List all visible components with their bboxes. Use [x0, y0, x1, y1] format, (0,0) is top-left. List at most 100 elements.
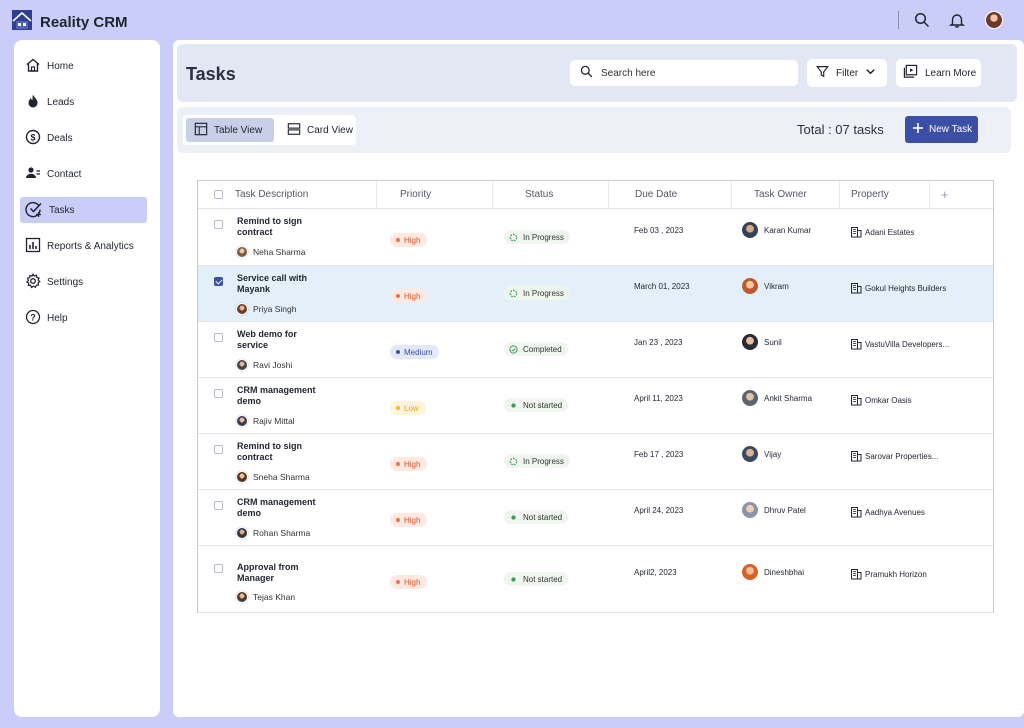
task-owner[interactable]: Dineshbhai [742, 564, 804, 580]
app-logo[interactable]: Reality CRM [12, 10, 128, 35]
task-owner[interactable]: Dhruv Patel [742, 502, 806, 518]
building-icon [850, 394, 862, 406]
select-all-checkbox[interactable] [214, 190, 223, 199]
avatar [236, 246, 248, 258]
sidebar-item-deals[interactable]: $ Deals [20, 125, 147, 151]
assignee-name: Tejas Khan [253, 592, 296, 602]
sidebar-item-reports[interactable]: Reports & Analytics [20, 233, 147, 259]
property-cell[interactable]: Aadhya Avenues [850, 506, 925, 518]
task-title[interactable]: Approval from Manager [237, 562, 299, 583]
task-owner[interactable]: Vijay [742, 446, 781, 462]
help-icon: ? [25, 309, 41, 328]
sidebar-item-tasks[interactable]: Tasks [20, 197, 147, 223]
status-badge-in-progress: In Progress [504, 286, 570, 300]
priority-label: High [404, 577, 421, 587]
avatar [236, 471, 248, 483]
search-placeholder: Search here [601, 67, 656, 79]
sidebar-item-help[interactable]: ? Help [20, 305, 147, 331]
sidebar-item-label: Deals [47, 132, 73, 144]
task-title[interactable]: CRM management demo [237, 385, 316, 406]
table-row[interactable]: Approval from Manager Tejas Khan High Not s… [198, 546, 993, 613]
sidebar-item-leads[interactable]: Leads [20, 89, 147, 115]
priority-badge: Medium [390, 345, 440, 359]
gear-icon [25, 272, 41, 292]
column-header-priority[interactable]: Priority [400, 189, 432, 200]
owner-name: Vijay [764, 449, 782, 459]
table-row[interactable]: Remind to sign contract Neha Sharma High In… [198, 209, 993, 266]
column-header-due-date[interactable]: Due Date [635, 189, 678, 200]
task-owner[interactable]: Karan Kumar [742, 222, 811, 238]
row-checkbox[interactable] [214, 389, 223, 398]
column-header-status[interactable]: Status [525, 189, 554, 200]
sidebar-item-settings[interactable]: Settings [20, 269, 147, 295]
sidebar-item-label: Home [47, 60, 74, 72]
row-checkbox[interactable] [214, 277, 223, 286]
property-cell[interactable]: Omkar Oasis [850, 394, 912, 406]
video-library-icon [903, 64, 918, 82]
owner-name: Dhruv Patel [764, 505, 806, 515]
new-task-label: New Task [929, 124, 973, 135]
filter-icon [816, 65, 829, 81]
task-title[interactable]: Remind to sign contract [237, 216, 302, 237]
table-view-label: Table View [214, 124, 263, 136]
task-title[interactable]: CRM management demo [237, 497, 316, 518]
status-badge-not-started: Not started [504, 398, 569, 412]
task-title[interactable]: Service call with Mayank [237, 273, 308, 294]
column-header-property[interactable]: Property [851, 189, 889, 200]
priority-badge: Low [390, 401, 426, 415]
table-view-button[interactable]: Table View [186, 118, 274, 142]
task-assignee: Neha Sharma [236, 246, 305, 258]
learn-more-button[interactable]: Learn More [896, 59, 981, 87]
sidebar-item-home[interactable]: Home [20, 53, 147, 79]
task-owner[interactable]: Vikram [742, 278, 789, 294]
priority-dot [396, 294, 400, 298]
task-title[interactable]: Remind to sign contract [237, 441, 302, 462]
owner-name: Karan Kumar [764, 225, 812, 235]
table-row[interactable]: Remind to sign contract Sneha Sharma High I… [198, 434, 993, 490]
row-checkbox[interactable] [214, 445, 223, 454]
table-row[interactable]: Web demo for service Ravi Joshi Medium Comp… [198, 322, 993, 378]
table-row[interactable]: CRM management demo Rajiv Mittal Low Not st… [198, 378, 993, 434]
property-cell[interactable]: VastuVilla Developers... [850, 338, 949, 350]
bell-icon[interactable] [947, 10, 967, 30]
add-column-button[interactable]: + [941, 187, 949, 202]
card-view-button[interactable]: Card View [279, 118, 353, 142]
due-date: Feb 03 , 2023 [634, 226, 684, 235]
row-checkbox[interactable] [214, 564, 223, 573]
avatar [236, 415, 248, 427]
task-title[interactable]: Web demo for service [237, 329, 297, 350]
row-checkbox[interactable] [214, 501, 223, 510]
property-cell[interactable]: Pramukh Horizon [850, 568, 927, 580]
avatar [236, 359, 248, 371]
status-label: In Progress [523, 232, 564, 242]
search-icon[interactable] [912, 10, 932, 30]
user-avatar[interactable] [985, 11, 1003, 29]
contact-icon [25, 165, 41, 184]
avatar [236, 303, 248, 315]
priority-label: High [404, 291, 421, 301]
column-header-task-description[interactable]: Task Description [235, 189, 309, 200]
assignee-name: Ravi Joshi [253, 360, 293, 370]
owner-name: Sunil [764, 337, 782, 347]
search-input[interactable]: Search here [570, 60, 798, 86]
row-checkbox[interactable] [214, 220, 223, 229]
column-header-task-owner[interactable]: Task Owner [754, 189, 807, 200]
property-cell[interactable]: Gokul Heights Builders [850, 282, 946, 294]
property-cell[interactable]: Adani Estates [850, 226, 914, 238]
status-icon [509, 344, 518, 354]
new-task-button[interactable]: New Task [905, 116, 978, 143]
avatar [742, 446, 758, 462]
owner-name: Vikram [764, 281, 789, 291]
status-badge-not-started: Not started [504, 572, 569, 586]
property-cell[interactable]: Sarovar Properties... [850, 450, 938, 462]
table-row[interactable]: Service call with Mayank Priya Singh High I… [198, 266, 993, 322]
sidebar-item-contact[interactable]: Contact [20, 161, 147, 187]
row-checkbox[interactable] [214, 333, 223, 342]
priority-badge: High [390, 457, 428, 471]
task-assignee: Rohan Sharma [236, 527, 310, 539]
task-owner[interactable]: Sunil [742, 334, 782, 350]
column-divider [731, 181, 732, 209]
task-owner[interactable]: Ankit Sharma [742, 390, 812, 406]
filter-button[interactable]: Filter [807, 59, 887, 87]
table-row[interactable]: CRM management demo Rohan Sharma High Not s… [198, 490, 993, 546]
